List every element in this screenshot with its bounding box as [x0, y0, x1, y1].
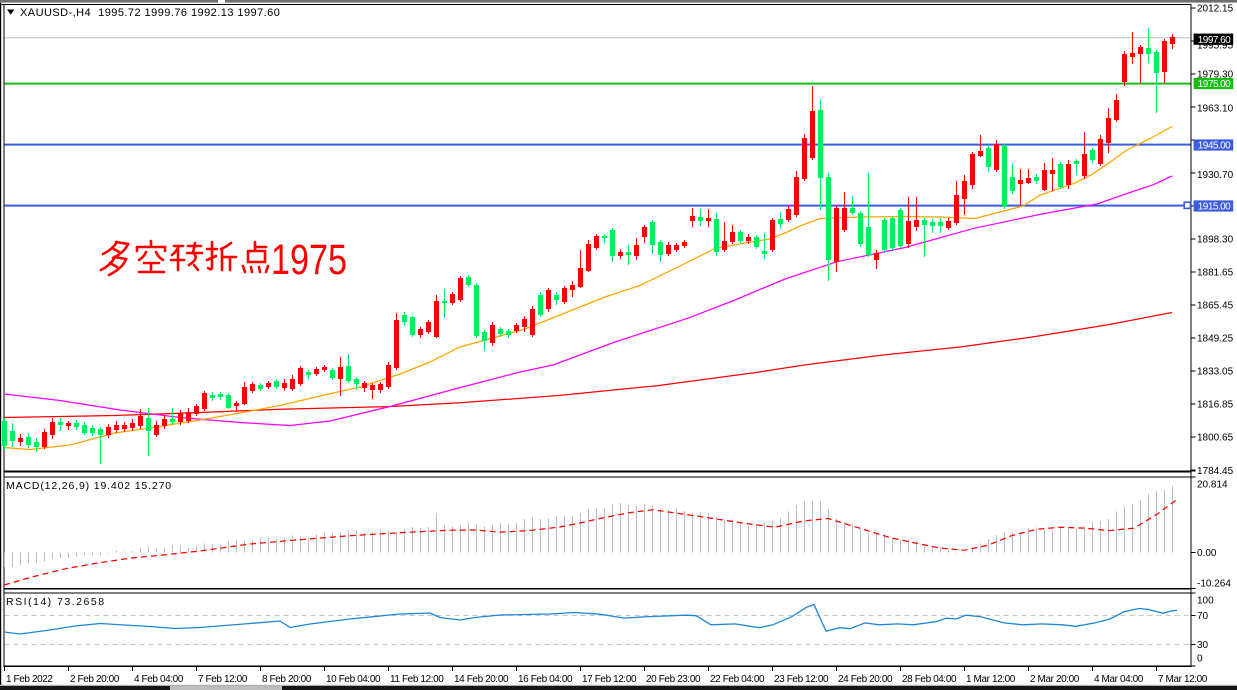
svg-text:MACD(12,26,9) 19.402 15.270: MACD(12,26,9) 19.402 15.270: [6, 480, 172, 492]
svg-text:22 Feb 04:00: 22 Feb 04:00: [710, 674, 765, 685]
svg-text:1833.05: 1833.05: [1197, 367, 1234, 378]
svg-text:30: 30: [1197, 640, 1209, 651]
svg-text:RSI(14) 73.2658: RSI(14) 73.2658: [6, 596, 106, 608]
svg-text:11 Feb 12:00: 11 Feb 12:00: [390, 674, 444, 685]
svg-text:24 Feb 20:00: 24 Feb 20:00: [838, 674, 893, 685]
svg-text:4 Mar 04:00: 4 Mar 04:00: [1094, 674, 1144, 685]
svg-text:20 Feb 23:00: 20 Feb 23:00: [646, 674, 701, 685]
svg-text:1 Mar 12:00: 1 Mar 12:00: [966, 674, 1016, 685]
svg-text:2012.15: 2012.15: [1197, 4, 1234, 15]
svg-text:1800.65: 1800.65: [1197, 433, 1234, 444]
svg-text:0: 0: [1197, 654, 1203, 665]
svg-text:20.814: 20.814: [1197, 480, 1228, 491]
svg-text:1930.70: 1930.70: [1197, 170, 1234, 181]
svg-text:8 Feb 20:00: 8 Feb 20:00: [262, 674, 312, 685]
svg-text:16 Feb 04:00: 16 Feb 04:00: [518, 674, 573, 685]
svg-text:2 Mar 20:00: 2 Mar 20:00: [1030, 674, 1080, 685]
svg-text:1995.95: 1995.95: [1197, 41, 1234, 52]
svg-text:1881.65: 1881.65: [1197, 268, 1234, 279]
svg-text:1865.45: 1865.45: [1197, 301, 1234, 312]
svg-text:100: 100: [1197, 596, 1214, 607]
svg-text:23 Feb 12:00: 23 Feb 12:00: [774, 674, 829, 685]
svg-text:7 Mar 12:00: 7 Mar 12:00: [1158, 674, 1208, 685]
svg-text:1816.85: 1816.85: [1197, 400, 1234, 411]
svg-text:17 Feb 12:00: 17 Feb 12:00: [582, 674, 637, 685]
svg-text:2 Feb 20:00: 2 Feb 20:00: [70, 674, 120, 685]
svg-text:1979.30: 1979.30: [1197, 70, 1234, 81]
svg-text:0.00: 0.00: [1197, 548, 1217, 559]
svg-text:XAUUSD-,H4 1995.72 1999.76 19: XAUUSD-,H4 1995.72 1999.76 1992.13 1997.…: [20, 7, 280, 19]
svg-text:1975.00: 1975.00: [1198, 79, 1231, 90]
svg-text:4 Feb 04:00: 4 Feb 04:00: [134, 674, 184, 685]
svg-text:1945.00: 1945.00: [1198, 141, 1231, 152]
svg-text:1849.25: 1849.25: [1197, 334, 1234, 345]
svg-text:70: 70: [1197, 611, 1209, 622]
svg-text:1784.45: 1784.45: [1197, 466, 1234, 477]
svg-text:1915.00: 1915.00: [1198, 202, 1231, 213]
svg-text:1898.30: 1898.30: [1197, 235, 1234, 246]
svg-text:1963.10: 1963.10: [1197, 103, 1234, 114]
svg-text:7 Feb 12:00: 7 Feb 12:00: [198, 674, 248, 685]
svg-text:1975: 1975: [271, 236, 347, 284]
svg-text:1997.60: 1997.60: [1198, 35, 1231, 46]
svg-text:-10.264: -10.264: [1197, 579, 1231, 590]
svg-text:10 Feb 04:00: 10 Feb 04:00: [326, 674, 381, 685]
svg-text:28 Feb 04:00: 28 Feb 04:00: [902, 674, 957, 685]
svg-text:1 Feb 2022: 1 Feb 2022: [6, 674, 53, 685]
svg-text:14 Feb 20:00: 14 Feb 20:00: [454, 674, 509, 685]
